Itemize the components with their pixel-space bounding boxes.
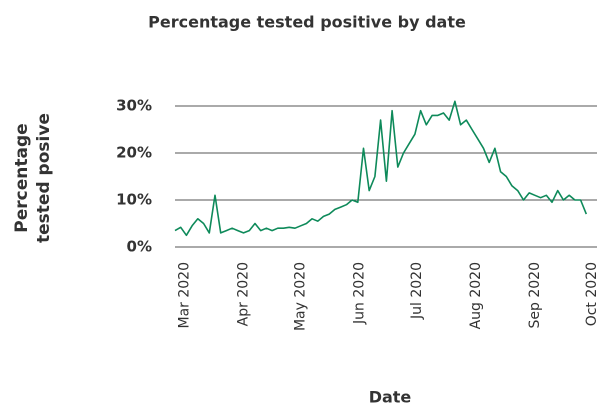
x-tick-label: Apr 2020 <box>236 262 252 326</box>
x-tick-label: Mar 2020 <box>177 262 193 329</box>
y-tick-label: 20% <box>116 144 152 162</box>
x-tick-label: Jun 2020 <box>352 262 368 325</box>
x-axis-label: Date <box>369 388 412 407</box>
x-tick-label: Jul 2020 <box>409 262 425 320</box>
y-tick-label: 10% <box>116 191 152 209</box>
chart-title: Percentage tested positive by date <box>148 13 466 32</box>
y-axis-label: tested posive <box>34 113 54 243</box>
y-axis-label: Percentage <box>12 123 32 232</box>
x-tick-label: Sep 2020 <box>527 262 543 328</box>
x-tick-label: May 2020 <box>293 262 309 331</box>
data-line <box>174 100 588 237</box>
y-tick-label: 0% <box>127 238 152 256</box>
x-tick-label: Aug 2020 <box>468 262 484 329</box>
x-tick-label: Oct 2020 <box>584 262 600 326</box>
y-tick-label: 30% <box>116 97 152 115</box>
